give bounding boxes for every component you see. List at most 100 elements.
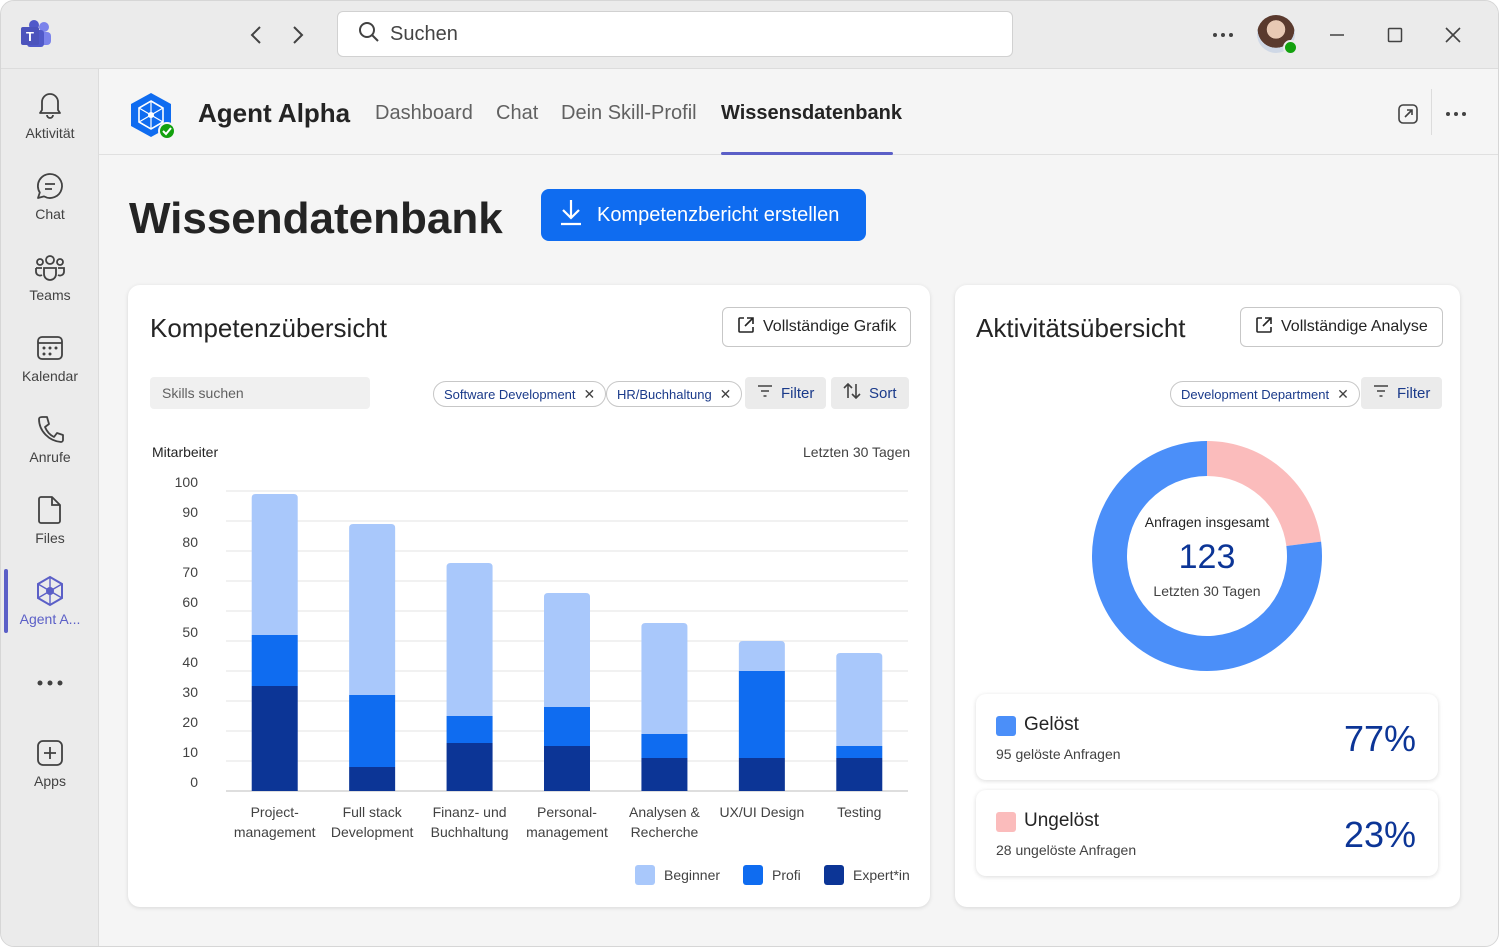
maximize-icon[interactable] [1381, 21, 1409, 49]
tab-knowledge-base[interactable]: Wissensdatenbank [721, 102, 902, 124]
bar-segment-profi [349, 695, 396, 767]
stat-swatch [996, 812, 1016, 832]
chip-remove-icon[interactable]: ✕ [719, 385, 732, 402]
filter-icon [757, 384, 773, 402]
tab-chat[interactable]: Chat [496, 102, 539, 124]
legend-profi: Profi [743, 865, 801, 885]
rail-item-agent-alpha[interactable]: Agent A... [1, 575, 99, 649]
rail-item-calendar[interactable]: Kalendar [1, 332, 99, 406]
sort-label: Sort [869, 384, 897, 402]
bar-segment-beginner [836, 653, 883, 746]
avatar[interactable] [1257, 15, 1298, 55]
y-tick-label: 30 [182, 684, 198, 700]
title-bar: T Suchen [1, 1, 1498, 69]
chip-remove-icon[interactable]: ✕ [1337, 385, 1349, 402]
search-input[interactable]: Suchen [337, 11, 1013, 57]
x-category-label: Project- [251, 804, 300, 820]
tab-dashboard[interactable]: Dashboard [375, 102, 473, 124]
svg-text:T: T [26, 29, 34, 44]
stat-subtitle: 28 ungelöste Anfragen [996, 842, 1137, 858]
teams-logo-icon[interactable]: T [19, 19, 53, 49]
create-report-button[interactable]: Kompetenzbericht erstellen [541, 189, 866, 241]
legend-beginner: Beginner [635, 865, 720, 885]
sort-button[interactable]: Sort [831, 377, 909, 409]
legend-label: Beginner [664, 867, 721, 883]
tab-skill-profile[interactable]: Dein Skill-Profil [561, 102, 697, 124]
filter-button[interactable]: Filter [745, 377, 827, 409]
y-tick-label: 70 [182, 564, 198, 580]
legend-swatch [635, 865, 655, 885]
rail-item-apps[interactable]: Apps [1, 737, 99, 811]
stat-title: Ungelöst [1024, 810, 1099, 831]
file-icon [34, 494, 66, 526]
y-tick-label: 40 [182, 654, 198, 670]
bar-segment-beginner [251, 494, 298, 635]
active-indicator [4, 569, 8, 633]
legend-label: Profi [772, 867, 801, 883]
bar-segment-beginner [446, 563, 493, 716]
legend-swatch [824, 865, 844, 885]
chip-hr-accounting[interactable]: HR/Buchhaltung ✕ [606, 381, 743, 407]
bar-segment-beginner [738, 641, 785, 671]
stat-subtitle: 95 gelöste Anfragen [996, 746, 1121, 762]
forward-arrow-icon[interactable] [286, 23, 310, 47]
y-tick-label: 10 [182, 744, 198, 760]
chip-software-development[interactable]: Software Development ✕ [433, 381, 607, 407]
x-category-label: Buchhaltung [431, 824, 509, 840]
bar-segment-expertin [836, 758, 883, 791]
popout-icon[interactable] [1393, 99, 1423, 129]
bar-segment-profi [836, 746, 883, 758]
phone-icon [34, 413, 66, 445]
agent-icon [34, 575, 66, 607]
stat-card-resolved: Gelöst 95 gelöste Anfragen 77% [976, 694, 1438, 780]
rail-item-activity[interactable]: Aktivität [1, 89, 99, 163]
bar-segment-profi [544, 707, 590, 746]
stat-percent: 23% [1343, 814, 1416, 855]
bar-segment-profi [641, 734, 688, 758]
app-header: Agent Alpha Dashboard Chat Dein Skill-Pr… [99, 69, 1498, 155]
chip-development-department[interactable]: Development Department ✕ [1170, 381, 1360, 407]
rail-item-teams[interactable]: Teams [1, 251, 99, 325]
bell-icon [34, 89, 66, 121]
donut-value: 123 [1178, 538, 1236, 576]
y-tick-label: 60 [182, 594, 198, 610]
x-category-label: management [526, 824, 608, 840]
skills-search-input[interactable]: Skills suchen [150, 377, 370, 409]
x-category-label: Testing [837, 804, 881, 820]
legend-label: Expert*in [853, 867, 910, 883]
app-title: Agent Alpha [198, 98, 351, 128]
search-placeholder: Suchen [390, 22, 458, 45]
full-chart-button[interactable]: Vollständige Grafik [722, 307, 912, 347]
external-link-icon [1255, 316, 1273, 339]
minimize-icon[interactable] [1323, 21, 1351, 49]
rail-item-calls[interactable]: Anrufe [1, 413, 99, 487]
activity-filter-button[interactable]: Filter [1361, 377, 1443, 409]
activity-card-title: Aktivitätsübersicht [976, 313, 1186, 343]
x-category-label: Finanz- und [433, 804, 507, 820]
create-report-label: Kompetenzbericht erstellen [597, 203, 840, 226]
close-icon[interactable] [1439, 21, 1467, 49]
calendar-icon [34, 332, 66, 364]
more-icon[interactable] [1209, 21, 1237, 49]
more-icon [34, 669, 66, 697]
donut-segment-gelst [1092, 441, 1322, 671]
y-axis-title: Mitarbeiter [152, 444, 219, 460]
more-options-icon[interactable] [1441, 99, 1471, 129]
search-icon [358, 21, 380, 48]
rail-item-label: Agent A... [19, 611, 81, 627]
full-analysis-button[interactable]: Vollständige Analyse [1240, 307, 1443, 347]
rail-item-files[interactable]: Files [1, 494, 99, 568]
rail-more-button[interactable] [1, 669, 99, 697]
agent-alpha-logo-icon [127, 91, 176, 140]
rail-item-chat[interactable]: Chat [1, 170, 99, 244]
x-category-label: management [234, 824, 316, 840]
chip-remove-icon[interactable]: ✕ [583, 385, 596, 402]
app-rail: Aktivität Chat Teams Kalendar Anrufe [1, 69, 99, 946]
download-icon [559, 198, 583, 232]
donut-title: Anfragen insgesamt [1144, 514, 1270, 530]
bar-segment-profi [738, 671, 785, 758]
back-arrow-icon[interactable] [244, 23, 268, 47]
filter-label: Filter [781, 384, 815, 402]
rail-item-label: Apps [34, 773, 66, 789]
teams-icon [34, 251, 66, 283]
